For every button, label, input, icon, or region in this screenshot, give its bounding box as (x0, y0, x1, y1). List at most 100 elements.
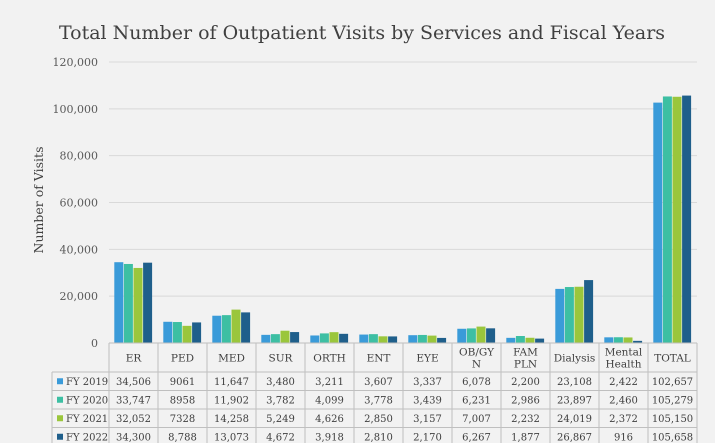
data-label: 2,422 (609, 377, 638, 388)
bar (369, 334, 378, 343)
category-label: Dialysis (554, 353, 595, 365)
data-label: 11,647 (214, 377, 249, 388)
data-label: 3,211 (315, 377, 344, 388)
data-label: 2,200 (511, 377, 540, 388)
data-label: 24,019 (557, 414, 592, 425)
y-tick-label: 20,000 (60, 290, 99, 303)
data-label: 3,918 (315, 432, 344, 443)
data-label: 105,150 (652, 414, 693, 425)
data-label: 2,170 (413, 432, 442, 443)
bar (359, 335, 368, 343)
data-label: 6,267 (462, 432, 491, 443)
bar (173, 322, 182, 343)
category-label: Health (606, 359, 642, 371)
bar (555, 289, 564, 343)
y-tick-label: 80,000 (60, 150, 99, 163)
bar (506, 338, 515, 343)
legend-label: FY 2020 (66, 395, 108, 406)
data-label: 34,300 (116, 432, 151, 443)
bar (663, 96, 672, 343)
data-label: 3,480 (266, 377, 295, 388)
bar (241, 312, 250, 343)
bar (124, 264, 133, 343)
bar (310, 335, 319, 343)
data-label: 2,986 (511, 395, 540, 406)
bar (682, 96, 691, 343)
category-label: ORTH (313, 353, 346, 365)
data-label: 13,073 (214, 432, 249, 443)
data-label: 7328 (170, 414, 195, 425)
bar (271, 334, 280, 343)
category-label: ENT (367, 353, 391, 365)
data-label: 2,232 (511, 414, 540, 425)
data-label: 34,506 (116, 377, 151, 388)
y-tick-label: 0 (91, 337, 98, 350)
data-label: 4,626 (315, 414, 344, 425)
bar (575, 287, 584, 343)
bar (467, 328, 476, 343)
legend-swatch (57, 397, 63, 403)
bar (379, 336, 388, 343)
bar (477, 327, 486, 343)
data-label: 2,810 (364, 432, 393, 443)
legend-label: FY 2022 (66, 432, 108, 443)
data-label: 105,279 (652, 395, 693, 406)
bar (222, 315, 231, 343)
data-label: 9061 (170, 377, 195, 388)
legend-label: FY 2019 (66, 377, 108, 388)
chart-title: Total Number of Outpatient Visits by Ser… (59, 22, 665, 44)
bar (653, 103, 662, 343)
data-label: 3,778 (364, 395, 393, 406)
data-label: 3,157 (413, 414, 442, 425)
bar (535, 339, 544, 343)
bar (673, 97, 682, 343)
bar (418, 335, 427, 343)
category-label: SUR (269, 353, 294, 365)
data-label: 26,867 (557, 432, 592, 443)
bar (516, 336, 525, 343)
legend-label: FY 2021 (66, 414, 108, 425)
category-label: EYE (416, 353, 438, 365)
bar (192, 322, 201, 343)
y-tick-label: 60,000 (60, 197, 99, 210)
category-label: MED (218, 353, 245, 365)
category-label: OB/GY (459, 347, 495, 359)
data-label: 14,258 (214, 414, 249, 425)
bar (437, 338, 446, 343)
legend-swatch (57, 378, 63, 384)
bar (624, 337, 633, 343)
data-label: 102,657 (652, 377, 693, 388)
category-label: FAM (513, 347, 538, 359)
category-label: PED (171, 353, 194, 365)
bar (114, 262, 123, 343)
data-label: 1,877 (511, 432, 540, 443)
bar (143, 263, 152, 343)
category-label: Mental (605, 347, 643, 359)
data-label: 2,850 (364, 414, 393, 425)
category-label: N (472, 359, 481, 371)
y-tick-label: 40,000 (60, 243, 99, 256)
bar (584, 280, 593, 343)
bar (261, 335, 270, 343)
data-label: 23,897 (557, 395, 592, 406)
data-label: 916 (614, 432, 633, 443)
bar (486, 328, 495, 343)
bar (526, 338, 535, 343)
bar (330, 332, 339, 343)
bar (134, 268, 143, 343)
bar (163, 322, 172, 343)
legend-swatch (57, 415, 63, 421)
bar (183, 326, 192, 343)
y-axis-label: Number of Visits (31, 147, 46, 254)
bar (428, 336, 437, 343)
data-label: 33,747 (116, 395, 151, 406)
data-label: 2,460 (609, 395, 638, 406)
bar (457, 329, 466, 343)
bar (604, 337, 613, 343)
category-label: ER (126, 353, 143, 365)
bar (388, 336, 397, 343)
bar (339, 334, 348, 343)
bar (565, 287, 574, 343)
